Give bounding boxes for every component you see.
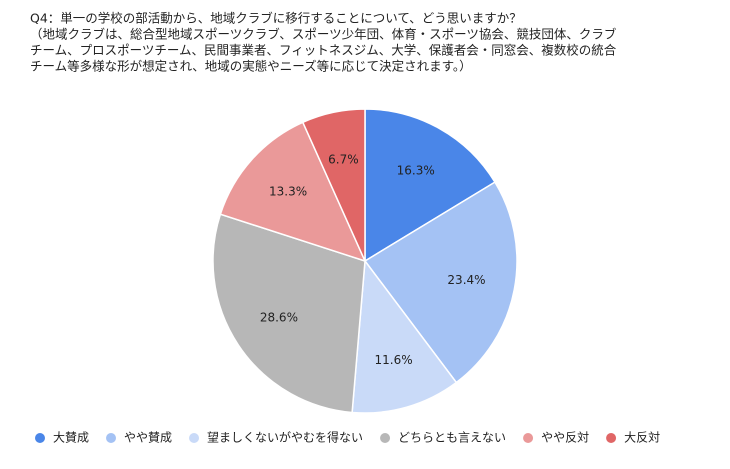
pie-slice — [364, 108, 496, 263]
legend-label: やや反対 — [541, 431, 589, 445]
data-label: 6.7% — [328, 152, 359, 166]
legend-marker — [106, 433, 117, 443]
legend-label: 大賛成 — [53, 431, 89, 445]
data-label: 28.6% — [260, 311, 298, 325]
pie-slice — [351, 258, 458, 414]
legend-marker — [35, 433, 45, 443]
legend-marker — [523, 433, 534, 443]
data-label: 16.3% — [397, 163, 435, 177]
chart-subtitle: チーム等多様な形が想定され、地域の実態やニーズ等に応じて決定されます。） — [30, 59, 472, 74]
legend-label: 望ましくないがやむを得ない — [207, 430, 363, 445]
legend-label: どちらとも言えない — [398, 431, 506, 445]
pie-slice — [301, 108, 366, 262]
legend-marker — [380, 433, 391, 443]
data-label: 23.4% — [447, 273, 485, 287]
data-label: 13.3% — [269, 184, 307, 198]
chart-subtitle: チーム、プロスポーツチーム、民間事業者、フィットネスジム、大学、保護者会・同窓会… — [30, 43, 617, 58]
pie-slice — [219, 121, 367, 263]
pie-slice — [363, 181, 518, 384]
legend-marker — [189, 433, 200, 443]
chart-subtitle: （地域クラブは、総合型地域スポーツクラブ、スポーツ少年団、体育・スポーツ協会、競… — [30, 27, 617, 42]
legend-marker — [606, 433, 617, 443]
legend-label: 大反対 — [624, 431, 660, 445]
legend-label: やや賛成 — [124, 431, 172, 445]
pie-slice — [212, 213, 366, 414]
chart-title: Q4：単一の学校の部活動から、地域クラブに移行することについて、どう思いますか？ — [30, 11, 522, 26]
data-label: 11.6% — [374, 353, 412, 367]
